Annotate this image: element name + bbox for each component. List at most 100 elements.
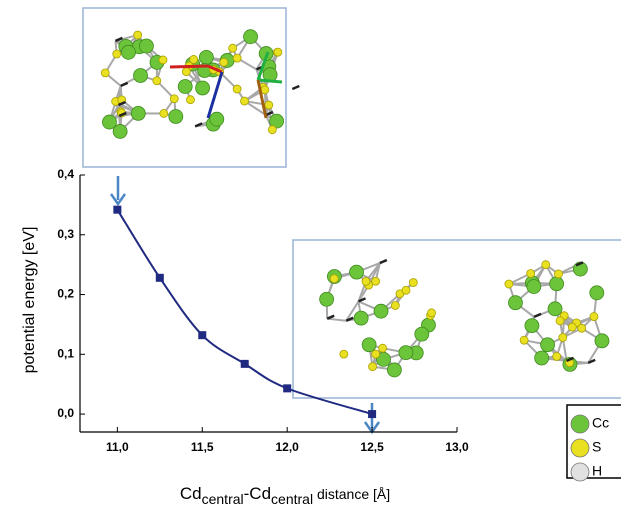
x-axis-label: Cdcentral-Cdcentral distance [Å] [180, 484, 390, 506]
atom [170, 95, 178, 103]
atom [550, 277, 564, 291]
atom [320, 292, 334, 306]
point [156, 274, 164, 282]
atom [134, 31, 142, 39]
atom [134, 68, 148, 82]
y-tick-label: 0,3 [57, 227, 74, 241]
x-tick-label: 13,0 [445, 440, 469, 454]
x-tick-label: 11,0 [106, 440, 129, 454]
highlight-bond [258, 80, 282, 82]
atom [391, 301, 399, 309]
atom [169, 109, 183, 123]
atom [372, 350, 380, 358]
point [368, 410, 376, 418]
atom [520, 336, 528, 344]
atom [568, 323, 576, 331]
atom [160, 109, 168, 117]
h-bond [292, 86, 299, 89]
y-tick-label: 0,1 [57, 346, 74, 360]
atom [415, 327, 429, 341]
atom [233, 85, 241, 93]
atom [402, 286, 410, 294]
atom [387, 363, 401, 377]
atom [233, 54, 241, 62]
arrow [111, 176, 125, 204]
atom [535, 351, 549, 365]
atom [554, 270, 562, 278]
atom [199, 50, 213, 64]
atom [265, 101, 273, 109]
atom [527, 280, 541, 294]
atom [541, 338, 555, 352]
x-label-part: Cd [180, 484, 202, 503]
y-axis-label: potential energy [eV] [21, 227, 38, 374]
x-tick-label: 11,5 [191, 440, 214, 454]
atom [362, 277, 370, 285]
atom [229, 44, 237, 52]
atom [508, 296, 522, 310]
atom [350, 265, 364, 279]
x-tick-label: 12,0 [276, 440, 300, 454]
atom [354, 311, 368, 325]
x-label-part: distance [Å] [313, 486, 390, 502]
atom [374, 304, 388, 318]
atom [210, 112, 224, 126]
atom [548, 302, 562, 316]
point [283, 384, 291, 392]
atom [578, 324, 586, 332]
highlight-bond [170, 66, 208, 67]
atom [131, 106, 145, 120]
atom [590, 313, 598, 321]
atom [556, 317, 564, 325]
x-label-part: central [271, 491, 313, 507]
atom [186, 96, 194, 104]
legend-label: H [592, 463, 602, 479]
atom [268, 126, 276, 134]
y-tick-label: 0,0 [57, 406, 74, 420]
atom [595, 334, 609, 348]
atom [274, 48, 282, 56]
atom [330, 275, 338, 283]
point [241, 360, 249, 368]
legend-marker [571, 439, 589, 457]
x-label-part: -Cd [244, 484, 271, 503]
atom [190, 55, 198, 63]
point [198, 331, 206, 339]
x-label-part: central [202, 491, 244, 507]
atom [369, 363, 377, 371]
atom [121, 45, 135, 59]
atom [220, 58, 228, 66]
atom [153, 77, 161, 85]
chart: potential energy [eV] Cdcentral-Cdcentra… [0, 0, 621, 511]
atom [182, 68, 190, 76]
legend-marker [571, 463, 589, 481]
atom [178, 80, 192, 94]
atom [196, 81, 210, 95]
legend-label: Cc [592, 415, 609, 431]
atom [241, 97, 249, 105]
atom [159, 56, 167, 64]
atom [527, 269, 535, 277]
atom [101, 69, 109, 77]
y-tick-label: 0,4 [57, 167, 74, 181]
atom [505, 280, 513, 288]
atom [244, 30, 258, 44]
atom [379, 344, 387, 352]
legend-marker [571, 415, 589, 433]
atom [525, 319, 539, 333]
point [113, 206, 121, 214]
atom [553, 352, 561, 360]
atom [139, 39, 153, 53]
atom [428, 309, 436, 317]
atom [340, 350, 348, 358]
atom [399, 346, 413, 360]
atom [559, 333, 567, 341]
y-tick-label: 0,2 [57, 287, 74, 301]
legend-label: S [592, 439, 601, 455]
atom [409, 279, 417, 287]
atom [113, 50, 121, 58]
atom [590, 286, 604, 300]
atom [362, 338, 376, 352]
atom [102, 115, 116, 129]
atom [542, 261, 550, 269]
